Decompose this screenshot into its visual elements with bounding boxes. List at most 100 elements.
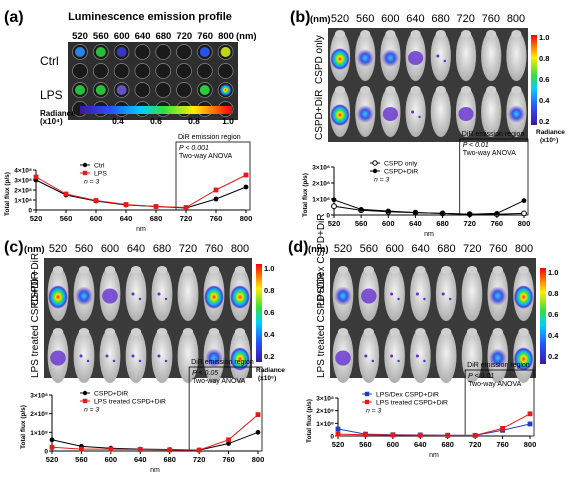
stats-test: Two-way ANOVA bbox=[179, 153, 232, 160]
mouse-head bbox=[52, 328, 64, 336]
wavelength-label: 760 bbox=[489, 243, 507, 255]
x-tick-label: 720 bbox=[180, 214, 193, 223]
mouse-head bbox=[486, 86, 497, 94]
mouse-body bbox=[405, 87, 426, 137]
data-point bbox=[49, 437, 55, 443]
data-point bbox=[417, 432, 423, 438]
signal-dot bbox=[86, 359, 90, 363]
mouse-head bbox=[460, 86, 472, 94]
data-point bbox=[49, 444, 55, 450]
legend-entry: CSPD only bbox=[384, 161, 418, 168]
data-point bbox=[385, 208, 391, 214]
wavelength-label: 600 bbox=[101, 243, 119, 255]
data-point bbox=[82, 390, 88, 396]
stats-test: Two-way ANOVA bbox=[463, 150, 516, 157]
mouse-body bbox=[461, 267, 483, 321]
signal-dot bbox=[441, 292, 445, 296]
chart-c: 0 1×10⁸ 2×10⁸ 3×10⁸ 520 560 600 640 680 720 760 800… bbox=[20, 359, 264, 474]
mouse-body bbox=[125, 329, 147, 383]
wavelength-label: 520 bbox=[331, 13, 349, 25]
wavelength-label: 800 bbox=[218, 31, 234, 42]
mouse-head bbox=[486, 30, 497, 38]
mouse-head bbox=[511, 30, 522, 38]
data-point bbox=[196, 447, 202, 453]
mouse-head bbox=[466, 266, 478, 274]
wavelength-label: 560 bbox=[75, 243, 93, 255]
colorbar-b-label-top: Radiance bbox=[536, 129, 565, 136]
data-point bbox=[213, 196, 219, 202]
signal-dot bbox=[415, 292, 419, 296]
data-point bbox=[331, 197, 337, 203]
data-point bbox=[363, 432, 368, 438]
signal-spot bbox=[513, 347, 534, 371]
panel-a-row-ctrl: Ctrl bbox=[40, 54, 59, 68]
mouse-body bbox=[99, 329, 121, 383]
panel-b-row-label-1: CSPD+DiR bbox=[314, 90, 325, 140]
wavelength-label: 720 bbox=[457, 13, 475, 25]
colorbar-a-tick: 1.0 bbox=[222, 116, 234, 126]
data-point bbox=[82, 170, 88, 176]
data-point bbox=[243, 184, 249, 190]
legend-entry: LPS treated CSPD+DiR bbox=[376, 400, 448, 407]
well bbox=[92, 63, 109, 79]
n-label: n = 3 bbox=[366, 408, 382, 415]
wavelength-label: 520 bbox=[72, 31, 88, 42]
dir-emission-region-label: DiR emission region bbox=[191, 359, 254, 366]
mouse-head bbox=[460, 30, 472, 38]
mouse-body bbox=[73, 329, 95, 383]
well bbox=[196, 63, 213, 79]
colorbar-d-ticks: 1.0 0.8 0.6 0.4 0.2 bbox=[548, 268, 559, 361]
y-tick-label: 0 bbox=[28, 208, 32, 215]
data-point bbox=[521, 210, 527, 217]
panel-b-letter: (b) bbox=[290, 9, 310, 26]
y-axis-label: Total flux (p/s) bbox=[302, 173, 309, 217]
colorbar-a-label-top: Radiance bbox=[40, 109, 76, 118]
n-label: n = 3 bbox=[84, 407, 100, 414]
wavelength-label: 720 bbox=[176, 31, 192, 42]
data-point bbox=[390, 432, 396, 438]
y-tick-label: 3×10⁸ bbox=[30, 393, 48, 400]
well-signal bbox=[95, 85, 106, 95]
colorbar-a-ticks: 0.4 0.6 0.8 1.0 bbox=[112, 116, 234, 126]
wavelength-label: 800 bbox=[507, 13, 525, 25]
signal-dot bbox=[449, 297, 452, 301]
data-point bbox=[445, 432, 451, 438]
colorbar-c-label-top: Radiance bbox=[256, 367, 285, 374]
signal-dot bbox=[390, 354, 394, 358]
x-tick-label: 720 bbox=[193, 455, 206, 464]
wavelength-label: 600 bbox=[386, 243, 404, 255]
signal-spot bbox=[334, 286, 352, 306]
data-point bbox=[82, 398, 88, 404]
signal-spot bbox=[381, 49, 399, 67]
signal-dot bbox=[411, 110, 415, 114]
well bbox=[134, 63, 151, 79]
x-tick-label: 640 bbox=[409, 219, 422, 228]
x-axis-label: nm bbox=[150, 467, 160, 474]
wavelength-label: 640 bbox=[406, 13, 424, 25]
mouse-head bbox=[334, 30, 346, 38]
data-point bbox=[372, 168, 378, 174]
y-axis-label: Total flux (p/s) bbox=[20, 405, 27, 449]
mouse-body bbox=[177, 329, 199, 383]
colorbar-tick: 0.8 bbox=[264, 286, 274, 295]
x-tick-label: 680 bbox=[163, 455, 176, 464]
mouse-body bbox=[430, 31, 451, 81]
signal-dot bbox=[157, 292, 161, 296]
y-tick-label: 1×10⁸ bbox=[316, 421, 334, 428]
stats-test: Two-way ANOVA bbox=[468, 381, 521, 388]
mouse-head bbox=[52, 266, 64, 274]
x-tick-label: 720 bbox=[469, 440, 482, 449]
data-point bbox=[255, 412, 261, 417]
mouse-head bbox=[182, 328, 194, 336]
x-tick-label: 560 bbox=[359, 440, 372, 449]
data-point bbox=[331, 203, 337, 210]
panel-d-row-label-0: LPS/Dex CSPD+DiR bbox=[316, 213, 327, 306]
colorbar-tick: 0.2 bbox=[548, 352, 558, 361]
x-tick-label: 520 bbox=[328, 219, 341, 228]
mouse-body bbox=[430, 87, 451, 137]
data-point bbox=[137, 447, 143, 452]
x-tick-label: 520 bbox=[30, 214, 43, 223]
series-line bbox=[35, 174, 247, 209]
mouse-head bbox=[389, 328, 400, 336]
x-axis-label: nm bbox=[136, 226, 146, 233]
